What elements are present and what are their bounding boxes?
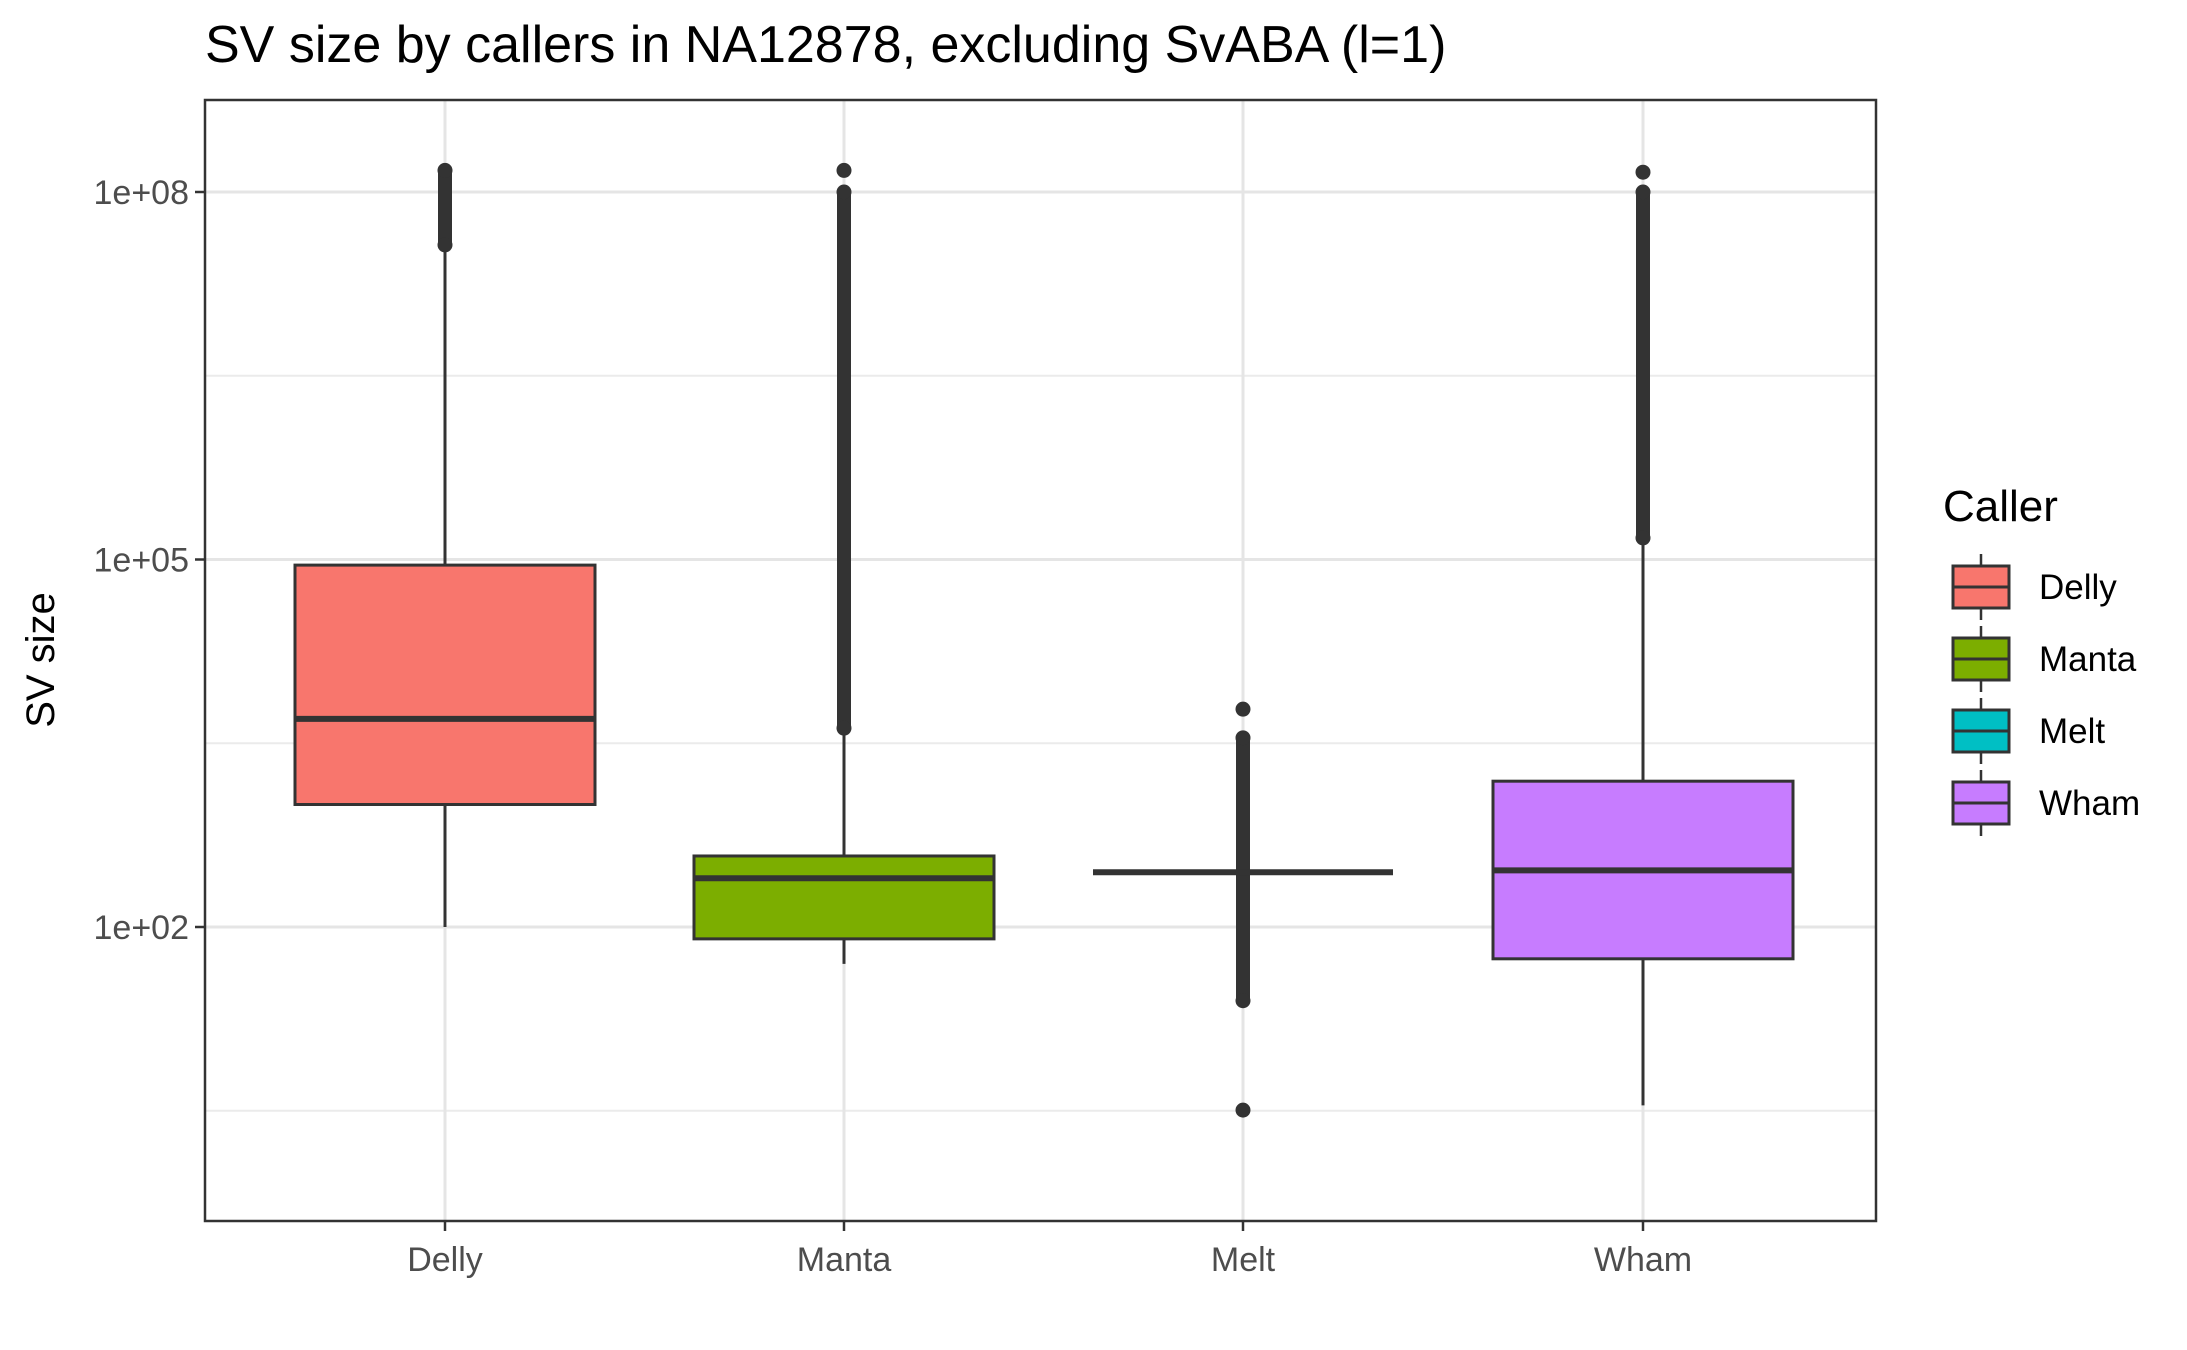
outlier-point: [1235, 993, 1251, 1009]
legend-label: Delly: [2039, 568, 2117, 607]
legend-item-wham: Wham: [1951, 770, 2140, 836]
outlier-point: [1635, 184, 1651, 200]
outlier-point: [1235, 1102, 1251, 1118]
legend: Delly Manta Melt Wham: [1951, 554, 2140, 836]
outlier-point: [1235, 730, 1251, 746]
y-axis: 1e+02 1e+05 1e+08: [94, 174, 205, 947]
x-tick-label: Manta: [797, 1241, 892, 1279]
box-manta: [692, 162, 996, 964]
outlier-point: [1635, 164, 1651, 180]
outlier-point: [836, 184, 852, 200]
x-tick-label: Delly: [407, 1241, 483, 1279]
y-axis-label: SV size: [19, 592, 63, 728]
boxes: [293, 162, 1795, 1118]
outlier-point: [437, 237, 453, 253]
outlier-point: [437, 162, 453, 178]
legend-item-manta: Manta: [1951, 626, 2137, 692]
y-tick-label: 1e+02: [94, 909, 190, 947]
y-tick-label: 1e+05: [94, 542, 190, 580]
chart-title: SV size by callers in NA12878, excluding…: [205, 16, 1446, 74]
box-melt: [1093, 701, 1393, 1118]
box-iqr: [692, 854, 996, 941]
legend-label: Manta: [2039, 640, 2137, 679]
x-axis: Delly Manta Melt Wham: [407, 1221, 1692, 1279]
x-tick-label: Melt: [1211, 1241, 1276, 1279]
legend-label: Melt: [2039, 712, 2105, 751]
box-wham: [1491, 164, 1795, 1106]
box-iqr: [293, 563, 597, 806]
outlier-point: [1235, 701, 1251, 717]
outlier-point: [836, 162, 852, 178]
legend-label: Wham: [2039, 784, 2140, 823]
outlier-point: [836, 720, 852, 736]
legend-title: Caller: [1943, 482, 2058, 531]
outlier-point: [1635, 530, 1651, 546]
box-delly: [293, 162, 597, 927]
y-tick-label: 1e+08: [94, 174, 190, 212]
legend-item-delly: Delly: [1951, 554, 2117, 620]
panel-border: [203, 98, 1878, 1223]
legend-item-melt: Melt: [1951, 698, 2105, 764]
x-tick-label: Wham: [1594, 1241, 1692, 1279]
